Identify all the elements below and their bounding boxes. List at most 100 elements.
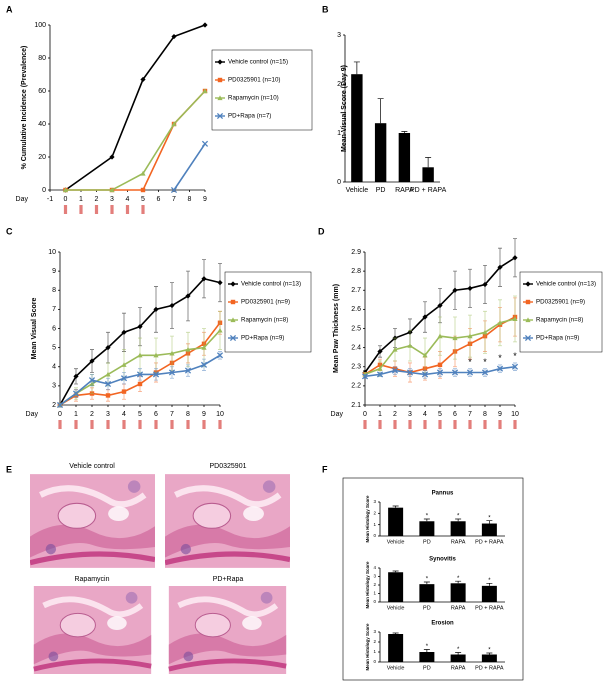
marker [73,373,79,379]
marker [436,369,444,376]
y-axis-label: Mean Histology Score [365,561,370,609]
bar [450,521,466,536]
x-tick-label: PD [423,605,431,611]
bar [374,123,387,182]
injection-marker [106,420,110,429]
marker [377,366,383,371]
x-tick-label: 6 [157,196,161,203]
x-tick-label: 5 [141,196,145,203]
injection-marker [141,205,145,214]
marker [202,22,208,28]
x-tick-label: PD + RAPA [410,187,447,194]
injection-marker [79,205,83,214]
marker [525,317,531,323]
y-tick-label: 3 [373,629,376,634]
y-axis-label: Mean Visual Score [31,298,38,360]
marker [422,352,428,358]
injection-marker [122,420,126,429]
histology-image [30,474,155,568]
y-tick-label: 3 [337,32,341,39]
error-bar [455,518,462,522]
x-tick-label: 1 [79,196,83,203]
marker [217,59,223,65]
y-tick-label: 1 [337,130,341,137]
panel-label: A [6,4,13,14]
bar [481,585,497,602]
y-tick-label: 9 [52,268,56,275]
panel-label: C [6,226,13,236]
bar [450,583,466,602]
x-tick-label: 3 [408,411,412,418]
chart-title: Erosion [431,621,454,627]
y-tick-label: 2.7 [351,287,361,294]
y-tick-label: 2.1 [351,402,361,409]
marker [109,187,115,193]
error-bar [425,157,432,168]
significance-label: * [426,644,429,650]
significance-label: * [513,351,517,361]
error-bar [392,570,399,573]
x-tick-label: 8 [188,196,192,203]
marker [217,327,223,333]
x-tick-label: RAPA [395,187,414,194]
y-axis-label: Mean Paw Thickness (mm) [333,284,340,373]
injection-marker [378,420,382,429]
legend-label: Vehicle control (n=13) [536,281,596,288]
marker [201,276,207,282]
x-axis-label: Day [331,411,344,418]
error-bar [486,652,493,655]
x-tick-label: 10 [511,411,519,418]
error-bar [392,505,399,508]
panel-label: E [6,464,12,474]
y-tick-label: 1 [373,591,376,596]
marker [121,329,127,335]
chart-title: Synovitis [429,557,456,563]
marker [105,393,111,398]
legend-label: Rapamycin (n=8) [536,317,583,324]
panel-label: D [318,226,325,236]
legend-label: PD+Rapa (n=7) [228,113,271,120]
injection-marker [63,205,68,214]
marker [452,287,458,293]
error-bar [423,649,430,652]
x-axis-label: Day [26,411,39,418]
significance-label: * [483,357,487,367]
bar [419,652,435,662]
legend-label: Vehicle control (n=13) [241,281,301,288]
y-tick-label: 10 [48,249,56,256]
x-tick-label: 7 [172,196,176,203]
y-tick-label: 2 [337,81,341,88]
legend-label: Vehicle control (n=15) [228,59,288,66]
marker [202,88,208,94]
marker [437,333,443,339]
y-tick-label: 7 [52,306,56,313]
x-tick-label: 2 [95,196,99,203]
marker [481,369,489,376]
injection-marker [453,420,457,429]
x-tick-label: PD [376,187,386,194]
bar [481,523,497,536]
injection-marker [513,420,517,429]
marker [140,170,146,176]
legend-label: Rapamycin (n=10) [228,95,279,102]
marker [170,186,178,194]
marker [105,345,111,351]
y-tick-label: 0 [337,179,341,186]
marker [137,352,143,358]
series-line [65,24,206,191]
legend-label: PD+Rapa (n=9) [536,335,579,342]
y-axis-label: Mean Visual Score (Day 9) [341,65,348,152]
marker [121,389,127,394]
marker [525,281,531,287]
x-tick-label: 3 [106,411,110,418]
error-bar [486,520,493,524]
marker [524,334,532,342]
y-tick-label: 2.3 [351,364,361,371]
x-tick-label: 4 [126,196,130,203]
significance-label: * [498,353,502,363]
legend-label: Rapamycin (n=8) [241,317,288,324]
legend-label: PD0325901 (n=9) [536,299,585,306]
marker [72,390,80,397]
x-tick-label: PD + RAPA [475,605,504,611]
marker [482,281,488,288]
